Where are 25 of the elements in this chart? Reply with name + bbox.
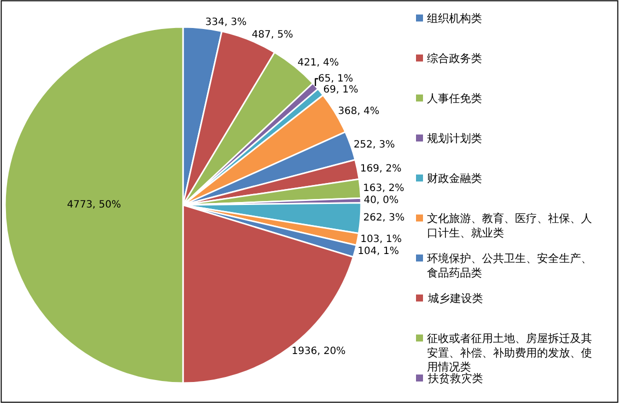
data-label: 421, 4% bbox=[298, 58, 339, 69]
data-label: 1936, 20% bbox=[292, 346, 346, 358]
legend-label: 组织机构类 bbox=[427, 12, 482, 25]
data-label: 262, 3% bbox=[363, 212, 405, 224]
data-label: 252, 3% bbox=[354, 140, 395, 151]
legend-label: 环境保护、公共卫生、安全生产、食品药品类 bbox=[427, 252, 592, 280]
data-label: 40, 0% bbox=[364, 194, 399, 206]
legend-label: 城乡建设类 bbox=[427, 292, 483, 305]
data-label: 4773, 50% bbox=[66, 200, 122, 210]
legend-label: 综合政务类 bbox=[427, 52, 482, 65]
data-label: 69, 1% bbox=[323, 84, 358, 96]
legend-label: 征收或者征用土地、房屋拆迁及其安置、补偿、补助费用的发放、使用情况类 bbox=[427, 332, 592, 374]
data-label: 104, 1% bbox=[358, 246, 399, 258]
data-label: 163, 2% bbox=[362, 183, 404, 194]
data-label: 334, 3% bbox=[205, 17, 247, 28]
legend-label: 扶贫救灾类 bbox=[427, 372, 483, 385]
legend-label: 财政金融类 bbox=[427, 172, 482, 185]
legend-label: 文化旅游、教育、医疗、社保、人口计生、就业类 bbox=[427, 212, 592, 240]
legend-label: 规划计划类 bbox=[427, 132, 482, 145]
data-label: 487, 5% bbox=[252, 29, 294, 40]
legend-label: 人事任免类 bbox=[427, 92, 482, 105]
data-label: 103, 1% bbox=[360, 234, 402, 246]
data-label: 65, 1% bbox=[318, 73, 354, 84]
data-label: 368, 4% bbox=[338, 106, 380, 117]
data-label: 169, 2% bbox=[360, 164, 402, 175]
